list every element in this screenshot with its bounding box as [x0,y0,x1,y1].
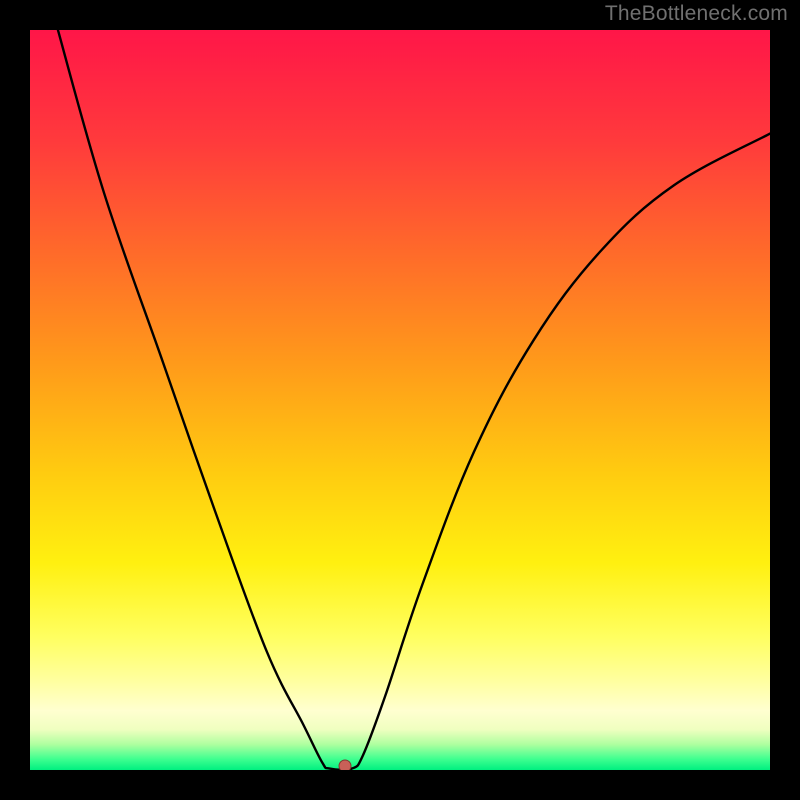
optimal-point-marker [338,759,351,770]
curve-svg [30,30,770,770]
plot-area [30,30,770,770]
watermark-text: TheBottleneck.com [605,2,788,26]
bottleneck-curve [56,30,770,770]
